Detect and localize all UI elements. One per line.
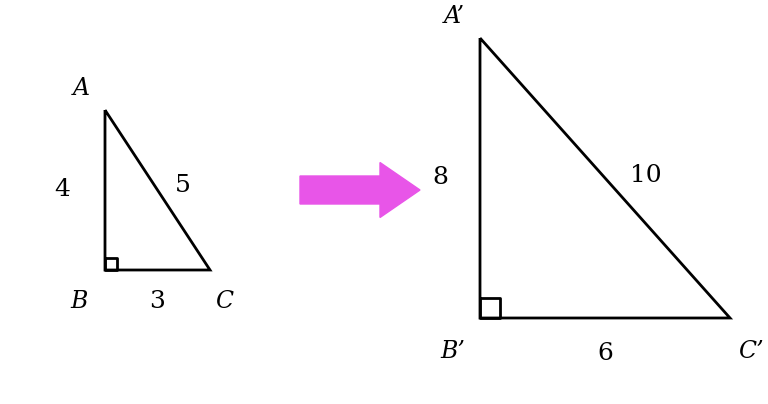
Text: 3: 3 <box>149 290 165 313</box>
Text: 5: 5 <box>175 173 191 196</box>
Text: 4: 4 <box>54 179 70 202</box>
Text: C: C <box>215 290 233 313</box>
Text: A: A <box>73 77 90 100</box>
Text: C’: C’ <box>738 340 763 363</box>
Text: B: B <box>71 290 88 313</box>
Text: 8: 8 <box>432 166 448 189</box>
Text: B’: B’ <box>440 340 465 363</box>
Text: 10: 10 <box>630 164 661 187</box>
FancyArrow shape <box>300 162 420 217</box>
Text: A’: A’ <box>444 5 465 28</box>
Text: 6: 6 <box>597 342 613 365</box>
